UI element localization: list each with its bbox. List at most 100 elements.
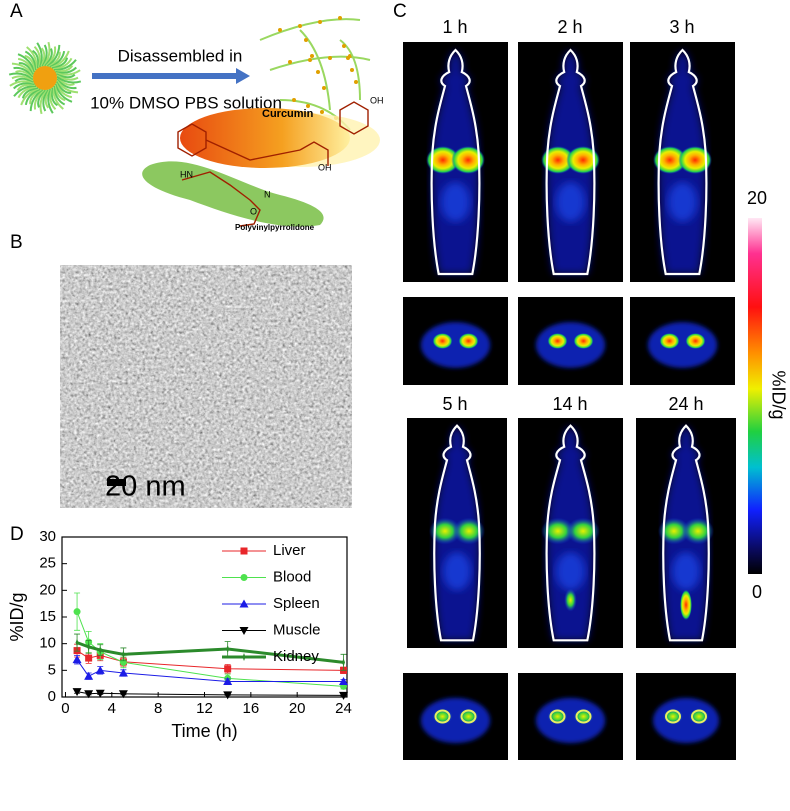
strand <box>52 85 66 106</box>
panel-label: A <box>10 1 23 22</box>
organ <box>541 146 575 174</box>
fiber-dot <box>288 60 292 64</box>
marker <box>239 599 249 608</box>
strand <box>42 89 49 112</box>
plot-frame <box>61 536 348 698</box>
marker <box>239 627 249 635</box>
strand <box>55 66 77 74</box>
organ <box>680 589 692 621</box>
body-outline <box>547 426 595 641</box>
strand <box>31 49 40 69</box>
strand <box>8 72 34 81</box>
strand <box>46 44 61 68</box>
strand <box>29 88 42 105</box>
y-tick-label: 5 <box>48 661 56 678</box>
strand <box>36 42 43 68</box>
y-tick-label: 10 <box>39 635 56 652</box>
organ <box>653 146 687 174</box>
strand <box>33 89 45 110</box>
axial-signal <box>653 697 719 744</box>
strand <box>33 46 41 68</box>
pet-body <box>541 426 600 641</box>
legend-label: Blood <box>273 568 311 585</box>
strand <box>24 50 38 71</box>
strand <box>16 83 36 92</box>
strand <box>51 57 69 70</box>
strand <box>54 83 73 103</box>
fiber-dot <box>316 70 320 74</box>
marker <box>121 650 125 659</box>
scale-bar-label: 20 nm <box>105 471 186 503</box>
axial-signal <box>420 697 491 744</box>
y-tick-label: 20 <box>39 581 56 598</box>
pet-body <box>426 50 485 274</box>
fiber-dot <box>342 44 346 48</box>
strand <box>47 88 54 114</box>
marker <box>240 547 248 555</box>
x-tick-label: 12 <box>196 700 213 717</box>
molecule-label: Polyvinylpyrrolidone <box>235 223 315 232</box>
molecule-label: Curcumin <box>262 108 314 120</box>
series-line <box>76 659 344 683</box>
organ <box>443 552 471 591</box>
axial-signal <box>535 322 606 368</box>
atom-label: OH <box>370 95 384 105</box>
marker <box>223 691 233 700</box>
strand <box>29 88 44 112</box>
panel-label: D <box>10 524 24 545</box>
fiber-dot <box>322 86 326 90</box>
strand <box>17 85 38 99</box>
kidney <box>458 333 479 349</box>
strand <box>37 89 46 108</box>
kidney <box>547 333 568 349</box>
marker <box>240 574 248 581</box>
strand <box>39 89 48 115</box>
kidney <box>432 333 453 349</box>
organ <box>678 146 712 174</box>
strand <box>55 69 81 76</box>
fiber-dot <box>328 56 332 60</box>
strand <box>9 80 35 87</box>
marker <box>72 655 82 664</box>
kidney <box>685 333 706 349</box>
series-line <box>76 611 344 687</box>
curcumin-cloud <box>180 108 350 168</box>
atom-label: N <box>264 189 271 199</box>
strand <box>26 46 38 70</box>
core <box>33 66 57 90</box>
strand <box>44 48 53 67</box>
kidney <box>659 333 680 349</box>
legend-label: Muscle <box>273 621 321 638</box>
time-label: 14 h <box>552 394 587 414</box>
marker <box>226 645 230 653</box>
strand <box>53 59 77 71</box>
strand <box>17 53 36 73</box>
fiber-dot <box>304 38 308 42</box>
marker <box>242 653 246 661</box>
marker <box>223 677 233 686</box>
strand <box>52 57 73 71</box>
marker <box>98 646 102 655</box>
fiber-dot <box>298 24 302 28</box>
panel-label: B <box>10 232 23 253</box>
organ <box>682 517 714 545</box>
x-tick-label: 16 <box>242 700 259 717</box>
y-tick-label: 30 <box>39 528 56 545</box>
organ <box>426 146 460 174</box>
arrow-label: 10% DMSO PBS solution <box>90 93 282 112</box>
strand <box>55 82 73 99</box>
organ <box>564 588 577 612</box>
strand <box>49 50 66 68</box>
marker <box>95 665 105 674</box>
kidney-ring <box>691 709 707 724</box>
marker <box>84 690 94 699</box>
strand <box>56 77 75 86</box>
kidney-ring <box>434 709 451 724</box>
axial-signal <box>535 697 606 744</box>
fiber-dot <box>320 110 324 114</box>
kidney <box>573 333 594 349</box>
axial-signal <box>647 322 718 368</box>
micelle-icon <box>8 41 82 115</box>
marker <box>75 638 79 647</box>
legend-label: Spleen <box>273 595 320 612</box>
